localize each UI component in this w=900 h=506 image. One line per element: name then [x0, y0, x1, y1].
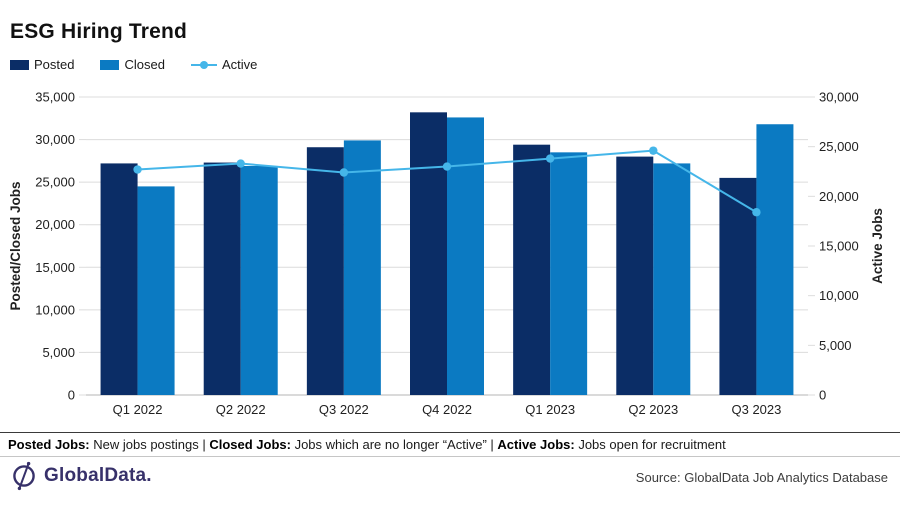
note-segment: Posted Jobs: New jobs postings | [8, 437, 209, 452]
bar-posted [616, 156, 654, 395]
note-bar: Posted Jobs: New jobs postings | Closed … [0, 432, 900, 457]
x-axis-label: Q1 2022 [113, 402, 163, 417]
x-axis-label: Q3 2023 [731, 402, 781, 417]
y-axis-right-label: 10,000 [819, 288, 859, 303]
active-marker [649, 146, 658, 155]
y-axis-right-label: 0 [819, 388, 826, 403]
chart-legend: Posted Closed Active [10, 57, 257, 72]
bar-posted [719, 177, 757, 395]
y-axis-right-label: 5,000 [819, 338, 852, 353]
legend-swatch [100, 59, 120, 70]
x-axis-label: Q2 2022 [216, 402, 266, 417]
y-axis-left-label: 25,000 [35, 175, 75, 190]
legend-line-marker [190, 60, 217, 69]
y-axis-left-label: 5,000 [42, 345, 75, 360]
globaldata-logo: GlobalData. [10, 461, 152, 491]
note-definition: Jobs open for recruitment [574, 437, 726, 452]
active-marker [545, 154, 555, 163]
bar-posted [100, 163, 138, 395]
legend-item-posted: Posted [10, 57, 74, 72]
legend-label: Posted [34, 57, 75, 72]
bar-posted [306, 147, 344, 395]
y-axis-left-label: 0 [68, 388, 75, 403]
y-axis-left-label: 15,000 [35, 260, 75, 275]
legend-label: Closed [124, 57, 165, 72]
page-title: ESG Hiring Trend [10, 20, 188, 43]
note-term: Posted Jobs: [8, 437, 90, 452]
axis-title-right: Active Jobs [870, 208, 885, 284]
bar-closed [550, 152, 588, 395]
note-segment: Closed Jobs: Jobs which are no longer “A… [209, 437, 497, 452]
bar-closed [756, 124, 794, 395]
active-marker [236, 159, 245, 168]
active-marker [442, 162, 452, 171]
x-axis-label: Q2 2023 [628, 402, 678, 417]
note-segment: Active Jobs: Jobs open for recruitment [497, 437, 725, 452]
bar-posted [410, 112, 447, 395]
active-marker [339, 168, 349, 177]
y-axis-right-label: 15,000 [819, 239, 859, 254]
bar-closed [240, 165, 278, 395]
bar-posted [203, 162, 241, 395]
y-axis-left-label: 35,000 [35, 90, 75, 105]
bar-closed [653, 163, 691, 395]
active-marker [133, 165, 142, 174]
active-marker [752, 208, 761, 217]
x-axis-label: Q1 2023 [525, 402, 575, 417]
x-axis-label: Q4 2022 [422, 402, 472, 417]
bar-posted [513, 144, 551, 395]
source-text: Source: GlobalData Job Analytics Databas… [635, 470, 888, 485]
note-term: Active Jobs: [497, 437, 575, 452]
y-axis-left-label: 30,000 [35, 132, 75, 147]
y-axis-right-label: 20,000 [819, 189, 859, 204]
globaldata-logo-text: GlobalData. [44, 465, 152, 486]
y-axis-left-label: 10,000 [35, 302, 75, 317]
x-axis-label: Q3 2022 [319, 402, 369, 417]
y-axis-right-label: 30,000 [819, 90, 859, 105]
legend-item-active: Active [190, 57, 258, 72]
globaldata-logo-icon [13, 461, 35, 491]
note-definition: Jobs which are no longer “Active” | [290, 437, 498, 452]
legend-swatch [10, 59, 29, 70]
axis-title-left: Posted/Closed Jobs [8, 181, 23, 310]
bar-closed [343, 140, 381, 395]
note-definition: New jobs postings | [89, 437, 210, 452]
bar-closed [447, 117, 484, 395]
note-term: Closed Jobs: [209, 437, 291, 452]
legend-label: Active [221, 57, 258, 72]
chart-svg: 0 5,000 10,000 15,000 20,000 25,000 30,000 35,0… [8, 90, 885, 418]
bar-closed [137, 186, 175, 395]
y-axis-left-label: 20,000 [35, 217, 75, 232]
legend-item-closed: Closed [100, 57, 165, 72]
y-axis-right-label: 25,000 [819, 139, 859, 154]
